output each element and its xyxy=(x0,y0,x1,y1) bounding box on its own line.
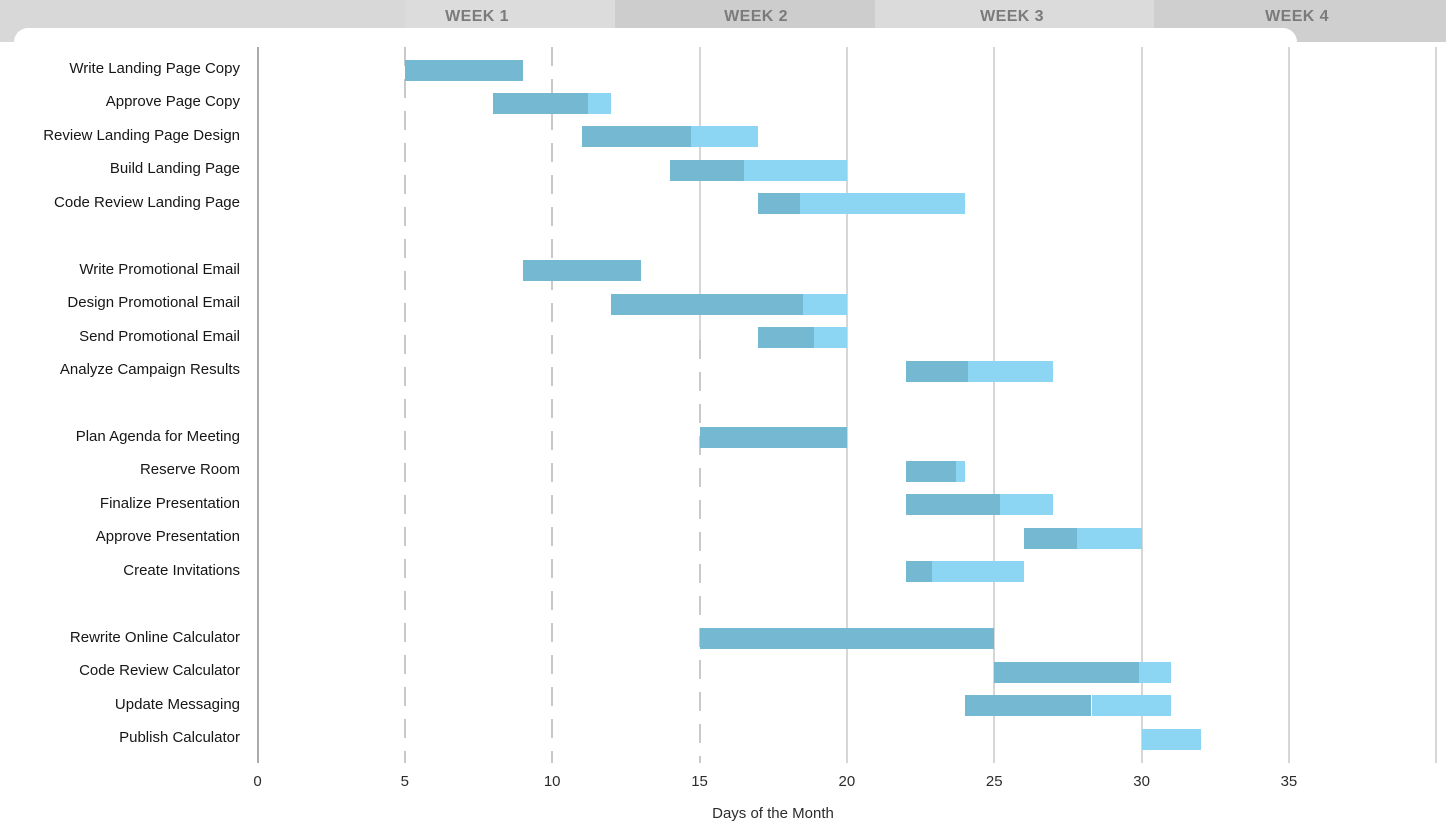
week-label-4: WEEK 4 xyxy=(1265,8,1329,25)
gridline-day-5 xyxy=(403,47,406,763)
x-tick-label: 0 xyxy=(253,773,262,790)
task-label: Build Landing Page xyxy=(109,160,240,178)
task-label: Approve Page Copy xyxy=(105,93,240,111)
gantt-bar-remaining xyxy=(1138,661,1172,683)
gridline-day-10 xyxy=(551,47,554,763)
task-label: Analyze Campaign Results xyxy=(59,361,240,379)
x-tick-label: 15 xyxy=(691,773,708,790)
gridline-day-15-upper xyxy=(698,47,701,340)
gantt-bar-complete xyxy=(905,561,933,583)
gridline-day-35 xyxy=(1287,47,1290,763)
task-label: Design Promotional Email xyxy=(67,294,240,312)
gridline-day-40 xyxy=(1435,47,1438,763)
gantt-bar-remaining xyxy=(955,460,965,482)
task-label: Rewrite Online Calculator xyxy=(69,628,240,646)
gantt-bar-complete xyxy=(581,126,691,148)
task-label: Write Promotional Email xyxy=(79,260,240,278)
gantt-bar-remaining xyxy=(1091,695,1172,717)
gantt-bar-remaining xyxy=(967,360,1054,382)
gantt-bar-remaining xyxy=(1141,728,1201,750)
gantt-bar-complete xyxy=(758,193,800,215)
gantt-bar-complete xyxy=(404,59,523,81)
gantt-bar-complete xyxy=(758,327,815,349)
gantt-bar-complete xyxy=(905,460,956,482)
x-axis-title: Days of the Month xyxy=(712,805,834,822)
gridline-day-15-lower xyxy=(698,340,701,763)
task-label: Update Messaging xyxy=(114,695,240,713)
gridline-day-25 xyxy=(993,47,996,763)
task-label: Code Review Calculator xyxy=(79,662,240,680)
x-tick-label: 25 xyxy=(985,773,1003,790)
week-label-2: WEEK 2 xyxy=(724,8,788,25)
task-label: Write Landing Page Copy xyxy=(69,60,240,77)
task-label: Plan Agenda for Meeting xyxy=(75,427,240,445)
week-label-1: WEEK 1 xyxy=(445,8,509,25)
x-tick-label: 20 xyxy=(838,773,856,790)
week-label-3: WEEK 3 xyxy=(980,8,1044,25)
task-label: Create Invitations xyxy=(123,561,240,579)
gantt-bar-remaining xyxy=(1000,494,1054,516)
chart-panel-rounded-top xyxy=(14,28,1297,44)
gantt-bar-complete xyxy=(964,695,1092,717)
gantt-bar-complete xyxy=(493,92,588,114)
x-tick-label: 10 xyxy=(543,773,561,790)
gantt-bar-remaining xyxy=(932,561,1024,583)
gantt-bar-complete xyxy=(699,427,847,449)
y-axis-line xyxy=(256,47,259,763)
gantt-bar-remaining xyxy=(814,327,847,349)
task-label: Approve Presentation xyxy=(95,528,240,546)
task-label: Review Landing Page Design xyxy=(43,126,240,144)
gantt-bar-complete xyxy=(994,661,1139,683)
gridline-day-20 xyxy=(845,47,848,763)
task-label: Send Promotional Email xyxy=(79,327,240,345)
gantt-bar-complete xyxy=(670,159,744,181)
gantt-bar-complete xyxy=(905,494,1001,516)
gantt-bar-remaining xyxy=(587,92,612,114)
gantt-bar-remaining xyxy=(1076,527,1142,549)
gantt-bar-complete xyxy=(611,293,803,315)
gantt-bar-complete xyxy=(522,260,641,282)
gantt-bar-remaining xyxy=(743,159,847,181)
gantt-bar-complete xyxy=(905,360,968,382)
gantt-bar-remaining xyxy=(799,193,965,215)
x-tick-label: 5 xyxy=(400,773,410,790)
task-label: Reserve Room xyxy=(139,461,240,479)
gantt-bar-remaining xyxy=(690,126,759,148)
gantt-bar-remaining xyxy=(802,293,847,315)
x-tick-label: 35 xyxy=(1280,773,1298,790)
gantt-bar-complete xyxy=(699,628,995,650)
task-label: Finalize Presentation xyxy=(99,494,240,512)
task-label: Code Review Landing Page xyxy=(54,193,240,211)
x-tick-label: 30 xyxy=(1133,773,1150,790)
task-label: Publish Calculator xyxy=(119,729,240,746)
gridline-day-30 xyxy=(1140,47,1143,763)
gantt-bar-complete xyxy=(1023,527,1077,549)
